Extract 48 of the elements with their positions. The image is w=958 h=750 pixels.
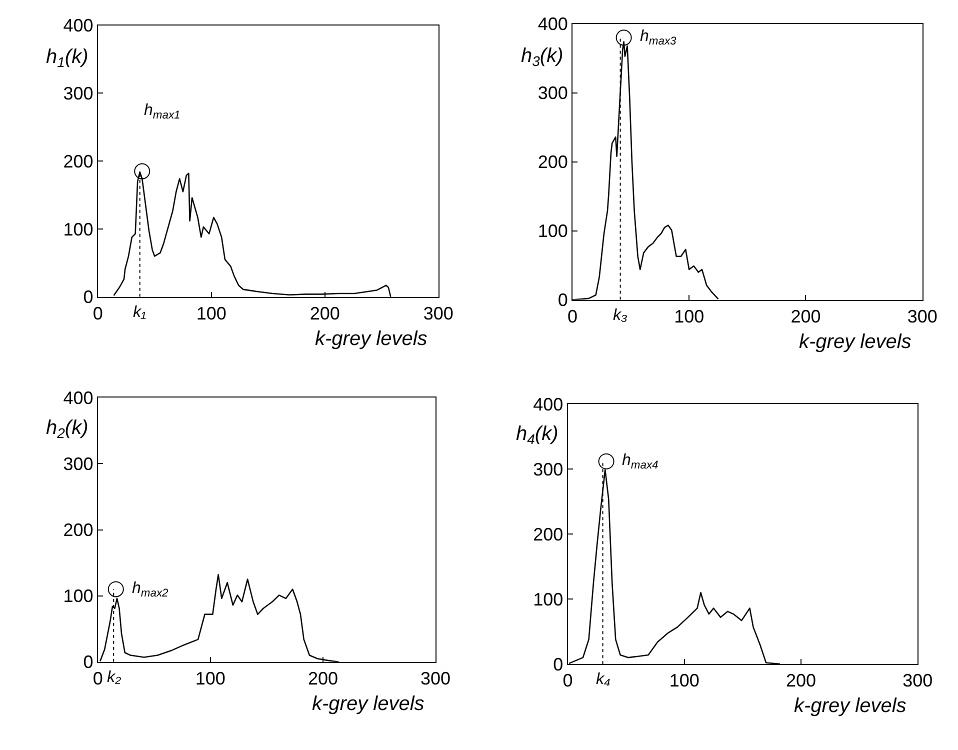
x-tick-label: 300: [902, 670, 933, 691]
annotation: h$_{max3}$: [640, 28, 678, 48]
x-axis-title: k-grey levels: [315, 328, 428, 350]
annotation: h$_{max4}$: [622, 452, 658, 472]
y-tick-label: 400: [63, 16, 94, 36]
annotation: h$_{max2}$: [132, 580, 170, 600]
x-tick-label: 200: [310, 303, 340, 324]
y-axis-title: h$_{1}$(k): [46, 46, 88, 70]
y-tick-label: 100: [533, 589, 564, 610]
x-axis-title: k-grey levels: [794, 695, 906, 717]
x-tick-label: 100: [674, 306, 704, 326]
ref-line-label: k₂: [107, 669, 122, 686]
y-tick-label: 400: [533, 394, 564, 414]
annotation: h$_{max1}$: [144, 102, 180, 122]
y-axis-title: h$_{2}$(k): [46, 417, 88, 442]
x-tick-label: 200: [790, 306, 821, 326]
y-tick-label: 100: [538, 221, 568, 242]
y-tick-label: 0: [553, 654, 564, 674]
y-tick-label: 300: [538, 83, 568, 104]
x-tick-label: 300: [423, 303, 454, 324]
ref-line-label: k₄: [596, 671, 610, 688]
x-axis-title: k-grey levels: [799, 331, 912, 353]
x-tick-label: 300: [907, 306, 938, 326]
y-tick-label: 200: [63, 520, 94, 540]
y-tick-label: 200: [538, 152, 568, 172]
x-tick-label: 200: [786, 670, 816, 691]
y-tick-label: 400: [538, 14, 568, 34]
ref-line-label: k₁: [133, 304, 146, 321]
y-axis-title: h$_{3}$(k): [521, 45, 564, 70]
y-tick-label: 200: [63, 151, 94, 172]
y-tick-label: 300: [533, 459, 564, 480]
x-tick-label: 100: [196, 303, 226, 324]
y-tick-label: 0: [83, 652, 94, 672]
y-tick-label: 300: [63, 84, 94, 104]
y-tick-label: 0: [83, 287, 94, 308]
y-tick-label: 400: [63, 388, 94, 408]
x-tick-label: 100: [195, 668, 226, 688]
y-tick-label: 100: [63, 219, 94, 240]
x-axis-title: k-grey levels: [312, 693, 424, 715]
x-tick-label: 100: [669, 670, 700, 691]
y-tick-label: 300: [63, 454, 94, 474]
y-tick-label: 0: [558, 290, 568, 310]
ref-line-label: k₃: [613, 307, 628, 324]
y-tick-label: 100: [63, 586, 94, 606]
y-axis-title: h$_{4}$(k): [516, 423, 558, 448]
x-tick-label: 200: [308, 668, 338, 688]
x-tick-label: 300: [420, 668, 451, 688]
y-tick-label: 200: [533, 524, 564, 544]
